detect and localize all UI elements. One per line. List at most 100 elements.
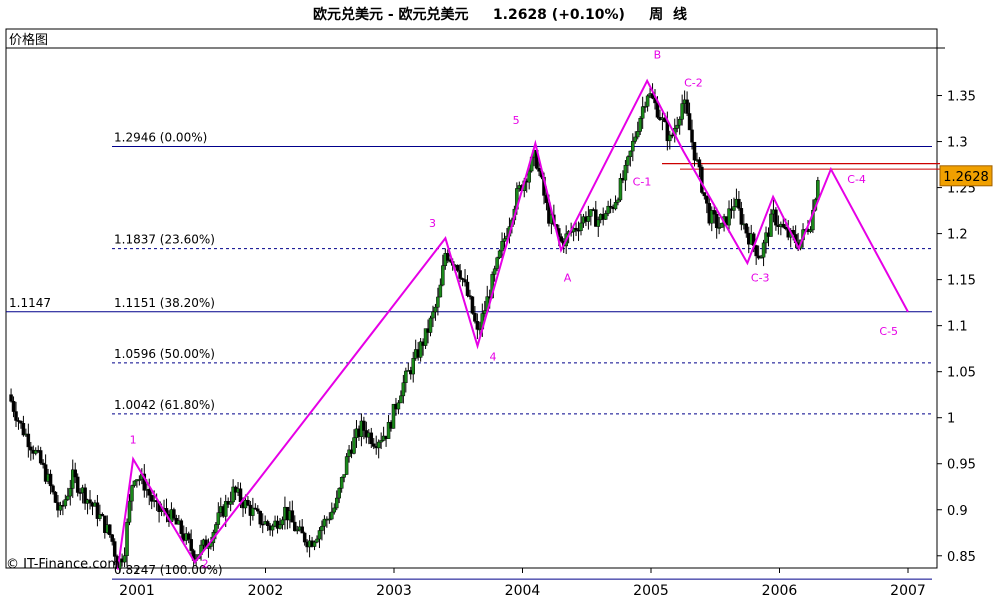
price-bar-body bbox=[618, 178, 623, 201]
y-tick-label: 0.9 bbox=[947, 504, 968, 519]
price-bar-body bbox=[172, 509, 176, 519]
price-bar-body bbox=[327, 518, 332, 521]
price-bar-body bbox=[386, 422, 391, 439]
wave-label: C-1 bbox=[633, 176, 652, 189]
price-bar-body bbox=[808, 229, 813, 232]
price-bar-body bbox=[265, 521, 270, 526]
price-bar-body bbox=[100, 514, 105, 517]
price-bar-body bbox=[278, 524, 282, 529]
chart-title: 欧元兑美元 - 欧元兑美元 1.2628 (+0.10%) 周 线 bbox=[312, 7, 688, 23]
price-bar-body bbox=[14, 411, 18, 421]
price-bar-body bbox=[312, 541, 317, 547]
price-bar-body bbox=[774, 209, 778, 226]
x-tick-label: 2007 bbox=[890, 583, 926, 599]
price-bar-body bbox=[811, 209, 815, 231]
price-bar-body bbox=[125, 521, 129, 556]
x-tick-label: 2004 bbox=[505, 583, 541, 599]
x-tick-label: 2001 bbox=[119, 583, 155, 599]
price-bar-body bbox=[475, 321, 480, 330]
price-bar-body bbox=[159, 510, 164, 513]
price-bar-body bbox=[677, 118, 682, 126]
price-bar-body bbox=[216, 512, 221, 525]
price-bar-body bbox=[260, 523, 265, 526]
fib-level-label: 0.8247 (100.00%) bbox=[114, 563, 223, 577]
price-bar-body bbox=[455, 264, 460, 271]
panel-label: 价格图 bbox=[9, 32, 48, 48]
watermark: © IT-Finance.com bbox=[6, 557, 121, 572]
price-bar-body bbox=[492, 268, 497, 275]
price-bar-body bbox=[51, 485, 55, 493]
price-bar-body bbox=[253, 507, 258, 510]
price-bar-body bbox=[460, 278, 465, 280]
price-bar-body bbox=[465, 281, 470, 296]
price-bar-body bbox=[251, 507, 255, 516]
price-bar-body bbox=[418, 341, 423, 358]
price-bar-body bbox=[73, 469, 77, 478]
price-bar-body bbox=[98, 514, 102, 519]
price-bar-body bbox=[668, 134, 672, 142]
price-bar-body bbox=[638, 118, 642, 132]
price-bar-body bbox=[9, 394, 13, 402]
price-bar-body bbox=[376, 441, 381, 449]
price-bar-body bbox=[463, 279, 467, 283]
wave-label: 4 bbox=[489, 351, 496, 364]
price-bar-body bbox=[761, 242, 766, 258]
price-bar-body bbox=[458, 270, 462, 279]
price-bar-body bbox=[687, 113, 692, 131]
price-bar-body bbox=[759, 256, 763, 259]
price-bar-body bbox=[411, 358, 415, 375]
price-bar-body bbox=[497, 250, 502, 259]
wave-label: C-2 bbox=[684, 76, 703, 89]
price-bars bbox=[9, 83, 820, 574]
price-bar-body bbox=[63, 499, 68, 507]
wave-label: 3 bbox=[429, 217, 436, 230]
fib-level-label: 1.0596 (50.00%) bbox=[114, 347, 215, 361]
price-bar-body bbox=[436, 296, 440, 308]
price-bar-body bbox=[300, 526, 304, 534]
price-bar-body bbox=[238, 488, 243, 502]
price-bar-body bbox=[295, 529, 300, 532]
price-bar-body bbox=[43, 464, 48, 482]
price-bar-body bbox=[21, 423, 26, 436]
price-bar-body bbox=[744, 223, 749, 234]
price-bar-body bbox=[342, 474, 346, 478]
price-bar-body bbox=[586, 216, 591, 222]
y-tick-label: 1.2 bbox=[947, 228, 968, 243]
price-bar-body bbox=[334, 497, 339, 509]
y-tick-label: 0.85 bbox=[947, 550, 976, 565]
price-bar-body bbox=[11, 401, 16, 412]
price-bar-body bbox=[149, 495, 154, 502]
fib-level-label: 1.1151 (38.20%) bbox=[114, 296, 215, 310]
price-bar-body bbox=[228, 501, 233, 505]
last-price-label: 1.2628 bbox=[943, 170, 989, 185]
price-bar-body bbox=[438, 284, 443, 298]
price-bar-body bbox=[71, 469, 75, 489]
price-bar-body bbox=[189, 539, 193, 551]
price-bar-body bbox=[339, 477, 344, 489]
price-bar-body bbox=[404, 370, 408, 383]
price-bar-body bbox=[280, 519, 285, 526]
price-bar-body bbox=[371, 443, 376, 447]
price-bar-body bbox=[315, 538, 319, 543]
price-bar-body bbox=[626, 156, 630, 166]
price-bar-body bbox=[132, 480, 137, 486]
price-bar-body bbox=[727, 208, 731, 226]
fib-level-label: 1.2946 (0.00%) bbox=[114, 131, 207, 145]
price-bar-body bbox=[270, 525, 275, 531]
price-bar-body bbox=[705, 195, 709, 204]
price-bar-body bbox=[628, 150, 633, 158]
wave-label: C-5 bbox=[879, 325, 898, 338]
price-bar-body bbox=[537, 168, 541, 172]
price-bar-body bbox=[710, 210, 714, 224]
price-bar-body bbox=[613, 202, 618, 210]
price-bar-body bbox=[75, 476, 80, 493]
price-bar-body bbox=[352, 437, 356, 454]
price-bar-body bbox=[640, 106, 645, 119]
price-bar-body bbox=[483, 310, 487, 314]
axes: 2001 2002 2003 2004 2005 2006 2007 0.85 0.9 0.95 1… bbox=[119, 90, 993, 599]
price-bar-body bbox=[302, 532, 307, 543]
price-bar-body bbox=[186, 533, 191, 540]
price-bar-body bbox=[633, 136, 638, 142]
price-bar-body bbox=[739, 208, 744, 225]
price-bar-body bbox=[399, 395, 403, 404]
